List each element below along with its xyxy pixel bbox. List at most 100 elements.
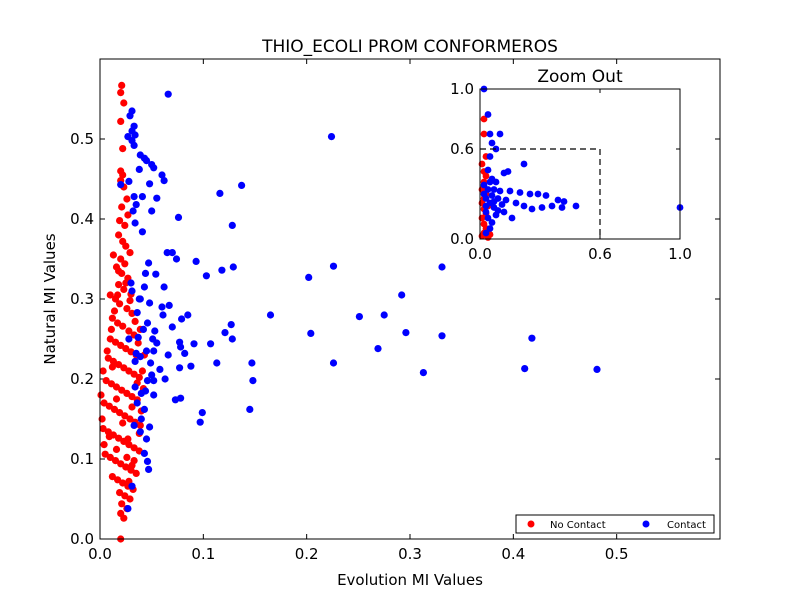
inset-background: [480, 89, 680, 239]
main-point-contact: [156, 365, 164, 373]
main-point-contact: [163, 249, 171, 257]
inset-point-no-contact: [480, 130, 488, 138]
main-y-tick-label: 0.1: [70, 450, 94, 468]
main-x-tick-label: 0.1: [191, 545, 215, 563]
main-x-tick-label: 0.3: [398, 545, 422, 563]
main-point-contact: [150, 347, 158, 355]
main-y-tick-label: 0.4: [70, 210, 94, 228]
inset-point-contact: [498, 201, 506, 208]
main-point-no-contact: [115, 361, 123, 369]
main-point-contact: [150, 391, 158, 399]
inset-x-tick-label: 0.0: [468, 245, 492, 263]
main-point-no-contact: [109, 357, 117, 365]
main-y-tick-label: 0.5: [70, 130, 94, 148]
main-y-tick-label: 0.0: [70, 530, 94, 548]
main-point-contact: [127, 279, 135, 287]
main-point-contact: [148, 371, 156, 379]
main-point-contact: [124, 505, 132, 513]
main-point-contact: [143, 377, 152, 385]
main-point-contact: [125, 177, 133, 185]
main-point-contact: [147, 359, 155, 367]
main-point-no-contact: [119, 145, 127, 153]
main-point-no-contact: [115, 231, 123, 239]
inset-point-contact: [484, 186, 492, 193]
main-axes-ticks: 0.0 0.1 0.2 0.3 0.4 0.5 0.0 0.1 0.2 0.3 0.4 0.5: [70, 59, 720, 563]
inset-x-tick-label: 1.0: [668, 245, 692, 263]
main-point-no-contact: [99, 367, 107, 375]
legend-label-no-contact: No Contact: [550, 520, 606, 531]
main-point-contact: [207, 340, 215, 348]
main-point-no-contact: [122, 345, 130, 353]
inset-plot-points: [478, 85, 684, 241]
inset-point-contact: [492, 211, 500, 219]
main-x-tick-label: 0.5: [605, 545, 629, 563]
main-point-contact: [168, 323, 176, 331]
y-axis-label: Natural MI Values: [41, 233, 59, 364]
main-point-contact: [129, 207, 137, 215]
main-point-contact: [131, 219, 139, 227]
main-point-no-contact: [116, 489, 124, 497]
main-y-tick-label: 0.2: [70, 370, 94, 388]
main-point-contact: [150, 164, 158, 172]
inset-point-contact: [506, 187, 514, 195]
legend-label-contact: Contact: [667, 520, 706, 531]
main-point-no-contact: [105, 402, 113, 410]
main-point-no-contact: [115, 281, 123, 289]
main-point-no-contact: [119, 479, 127, 487]
main-point-no-contact: [108, 473, 116, 481]
main-point-no-contact: [116, 409, 124, 417]
main-point-contact: [176, 364, 184, 372]
main-point-contact: [329, 359, 338, 367]
main-point-contact: [248, 359, 256, 367]
main-point-contact: [132, 349, 140, 357]
main-point-no-contact: [121, 260, 129, 268]
main-point-contact: [138, 228, 146, 236]
inset-point-contact: [512, 199, 520, 207]
main-point-no-contact: [120, 99, 128, 107]
main-point-contact: [181, 349, 189, 357]
main-point-contact: [139, 325, 147, 333]
inset-point-contact: [488, 192, 496, 199]
inset-frame: [479, 88, 681, 240]
main-point-no-contact: [125, 441, 133, 449]
main-point-contact: [141, 269, 150, 277]
main-point-contact: [134, 333, 142, 341]
inset-y-tick-label: 0.6: [450, 140, 474, 158]
legend-box: [515, 514, 715, 534]
inset-point-contact: [572, 202, 580, 210]
main-point-no-contact: [116, 300, 124, 308]
main-point-no-contact: [128, 403, 136, 411]
main-point-contact: [192, 257, 200, 265]
main-point-no-contact: [107, 325, 115, 333]
main-point-contact: [174, 213, 183, 221]
main-point-no-contact: [126, 249, 134, 257]
main-point-no-contact: [117, 255, 125, 263]
main-point-no-contact: [112, 395, 121, 403]
main-point-contact: [168, 249, 176, 257]
main-point-contact: [593, 365, 601, 373]
main-point-contact: [128, 287, 136, 295]
inset-point-contact: [482, 202, 490, 210]
inset-point-contact: [488, 219, 496, 226]
main-point-contact: [228, 221, 236, 229]
main-point-contact: [172, 255, 181, 263]
main-point-contact: [143, 319, 152, 327]
main-point-no-contact: [121, 412, 129, 420]
main-point-no-contact: [112, 383, 121, 391]
legend-marker-contact: [642, 520, 650, 528]
main-point-contact: [158, 303, 166, 311]
main-point-contact: [142, 157, 151, 165]
main-point-no-contact: [121, 492, 129, 500]
main-plot-frame: [99, 58, 721, 540]
main-point-contact: [249, 377, 257, 385]
inset-point-contact: [520, 160, 528, 168]
inset-point-contact: [526, 190, 534, 198]
main-point-no-contact: [115, 267, 123, 275]
main-x-tick-label: 0.2: [295, 545, 319, 563]
main-point-contact: [135, 165, 143, 173]
main-point-contact: [307, 329, 315, 337]
main-point-no-contact: [130, 457, 138, 465]
main-point-no-contact: [103, 347, 111, 355]
main-point-contact: [159, 311, 167, 319]
